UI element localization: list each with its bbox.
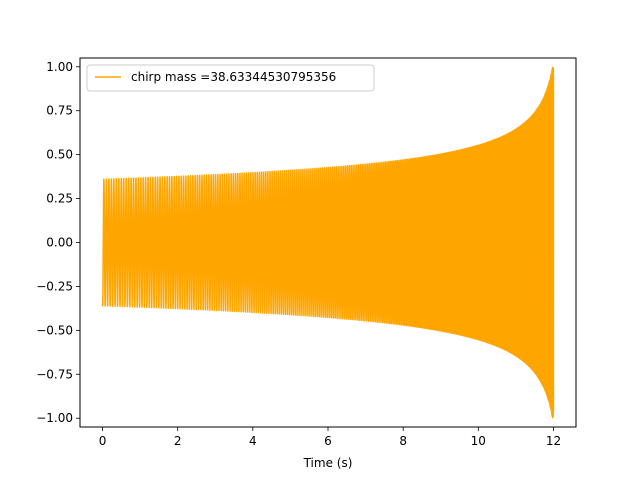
- y-tick-label: −0.75: [36, 367, 73, 381]
- y-tick-label: −0.25: [36, 279, 73, 293]
- x-tick-label: 0: [99, 434, 107, 448]
- y-tick-label: 0.50: [46, 148, 73, 162]
- y-tick-label: 1.00: [46, 60, 73, 74]
- y-tick-label: −0.50: [36, 323, 73, 337]
- y-tick-label: 0.00: [46, 236, 73, 250]
- legend-box: [86, 64, 375, 92]
- y-axis: −1.00 −0.75 −0.50 −0.25 0.00 0.25 0.50 0.75 1.00: [36, 60, 80, 425]
- x-tick-label: 12: [546, 434, 561, 448]
- x-tick-label: 10: [471, 434, 486, 448]
- series-line-chirp: [101, 66, 555, 419]
- x-axis-label: Time (s): [303, 456, 353, 470]
- x-axis: 0 2 4 6 8 10 12: [99, 427, 561, 448]
- legend: chirp mass =38.63344530795356: [86, 64, 375, 92]
- y-tick-label: 0.25: [46, 192, 73, 206]
- y-tick-label: 0.75: [46, 104, 73, 118]
- x-tick-label: 8: [399, 434, 407, 448]
- y-tick-label: −1.00: [36, 411, 73, 425]
- x-tick-label: 2: [174, 434, 182, 448]
- x-tick-label: 6: [324, 434, 332, 448]
- x-tick-label: 4: [249, 434, 257, 448]
- plot-area: [101, 66, 555, 419]
- legend-label: chirp mass =38.63344530795356: [131, 70, 336, 84]
